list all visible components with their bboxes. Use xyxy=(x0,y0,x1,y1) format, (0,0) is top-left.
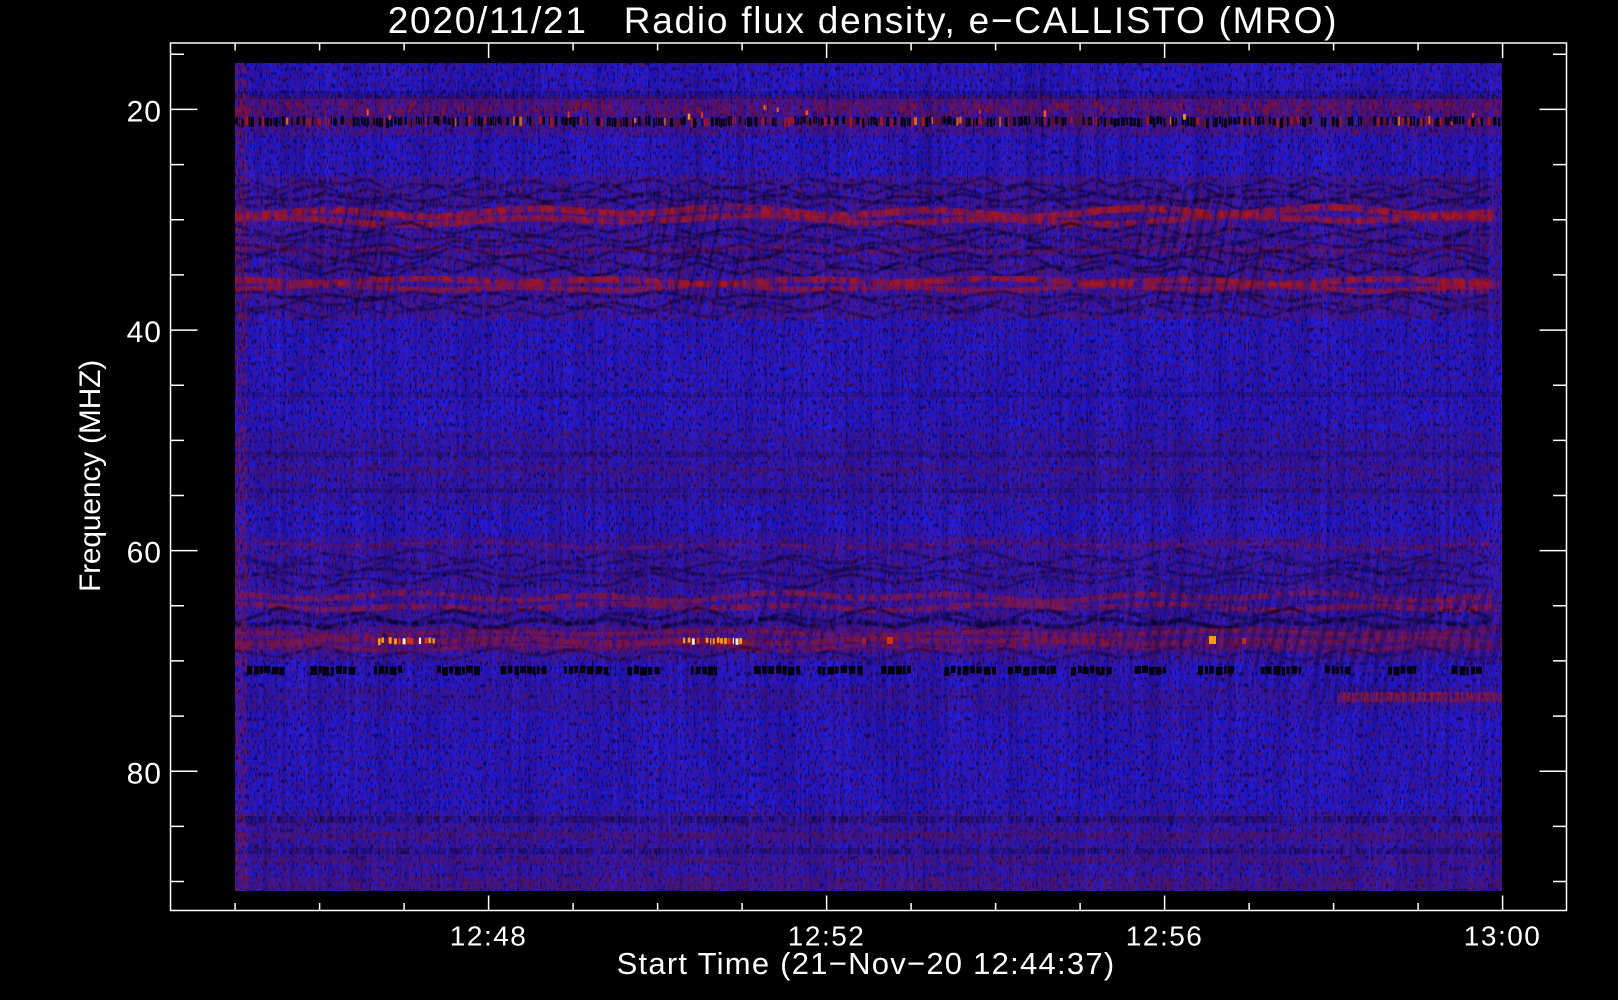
svg-text:12:52: 12:52 xyxy=(788,921,866,952)
svg-text:13:00: 13:00 xyxy=(1464,921,1542,952)
svg-text:12:56: 12:56 xyxy=(1126,921,1204,952)
svg-text:2020/11/21 Radio flux densit: 2020/11/21 Radio flux density, e−CALLIST… xyxy=(388,0,1339,41)
svg-text:40: 40 xyxy=(127,316,162,349)
svg-text:80: 80 xyxy=(127,757,162,790)
svg-text:20: 20 xyxy=(127,95,162,128)
svg-text:Frequency (MHZ): Frequency (MHZ) xyxy=(74,360,107,592)
svg-text:60: 60 xyxy=(127,537,162,570)
svg-text:12:48: 12:48 xyxy=(450,921,528,952)
svg-text:Start Time (21−Nov−20 12:44:37: Start Time (21−Nov−20 12:44:37) xyxy=(617,946,1116,981)
